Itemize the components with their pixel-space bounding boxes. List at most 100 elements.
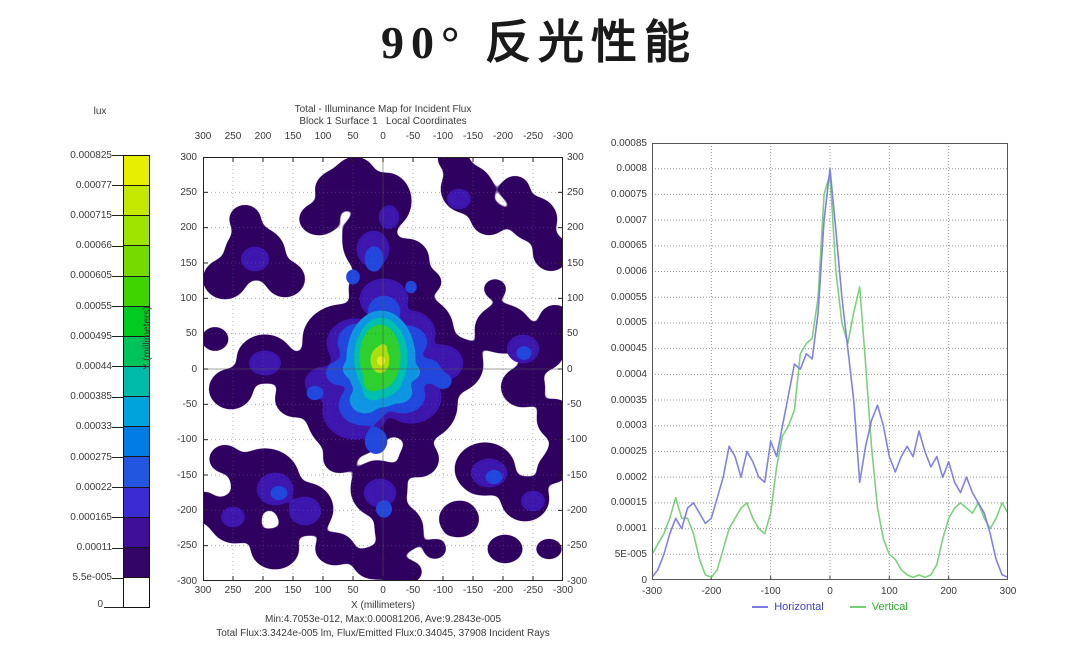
map-x-tick-label: -100: [432, 585, 453, 596]
colorbar-tick-mark: [112, 457, 123, 458]
colorbar-tick-mark: [112, 517, 123, 519]
profile-y-tick-label: 0.00055: [610, 291, 647, 303]
colorbar-tick-mark: [112, 306, 123, 307]
map-y-tick-label: -200: [567, 504, 588, 516]
colorbar-tick-label: 0.000385: [70, 391, 112, 403]
map-y-tick-label: -50: [567, 398, 582, 410]
map-y-tick-label: 150: [180, 257, 197, 269]
map-y-tick-label: -300: [176, 575, 197, 587]
map-blob: [535, 539, 563, 559]
colorbar-band: [124, 456, 149, 487]
map-y-tick-label: 50: [185, 328, 197, 340]
profile-y-tick-label: 0.0002: [616, 471, 647, 483]
colorbar-tick-label: 0.000275: [70, 451, 112, 463]
map-blob: [363, 173, 411, 229]
map-x-tick-label: -100: [432, 131, 453, 142]
colorbar-tick-mark: [112, 336, 123, 338]
colorbar-tick-label: 0.000825: [70, 149, 112, 161]
profile-border: [652, 143, 1008, 580]
map-blob: [289, 497, 321, 525]
legend-vertical-label: Vertical: [871, 601, 908, 613]
profile-y-tick-label: 0.0001: [616, 523, 647, 535]
map-title-line1: Total - Illuminance Map for Incident Flu…: [294, 104, 472, 115]
map-blob: [364, 375, 382, 391]
colorbar-band: [124, 215, 149, 246]
map-y-tick-label: 150: [567, 257, 584, 269]
profile-x-tick-label: -300: [641, 586, 662, 597]
map-x-tick-label: 100: [314, 585, 332, 596]
profile-y-tick-label: 0.0005: [616, 317, 647, 329]
map-blob: [229, 205, 261, 233]
map-blob: [447, 189, 471, 209]
map-x-tick-label: -300: [552, 131, 573, 142]
map-x-tick-label: 0: [380, 131, 386, 142]
profile-y-tick-label: 0.0004: [616, 368, 647, 380]
map-x-tick-label: -250: [522, 585, 543, 596]
map-x-tick-label: 50: [347, 585, 359, 596]
map-y-tick-label: 300: [180, 151, 197, 163]
map-title-line2: Block 1 Surface 1 Local Coordinates: [299, 116, 467, 127]
map-y-axis-label: Y (millimeters): [142, 306, 153, 370]
map-y-tick-label: 0: [191, 363, 197, 375]
map-blob: [379, 205, 399, 229]
map-blob: [413, 359, 441, 383]
map-y-tick-label: -150: [567, 469, 588, 481]
map-blob: [270, 486, 288, 500]
map-blob: [402, 364, 420, 380]
profile-y-tick-label: 5E-005: [614, 548, 647, 560]
map-blob: [275, 381, 315, 417]
map-x-tick-label: 100: [314, 131, 332, 142]
profile-x-tick-label: 200: [940, 586, 957, 597]
map-blob: [485, 470, 503, 484]
map-x-tick-label: 250: [224, 131, 242, 142]
map-x-tick-label: -200: [492, 585, 513, 596]
map-blob: [414, 270, 442, 294]
profile-y-tick-label: 0.0007: [616, 214, 647, 226]
map-blob: [251, 529, 299, 569]
colorbar-tick-label: 0.000495: [70, 330, 112, 342]
colorbar-tick-mark: [112, 215, 123, 217]
profile-x-tick-label: 100: [880, 586, 898, 597]
map-x-tick-label: 300: [194, 131, 212, 142]
profile-x-tick-label: -200: [701, 586, 722, 597]
map-stats-line2: Total Flux:3.3424e-005 lm, Flux/Emitted …: [216, 628, 550, 639]
colorbar-tick-mark: [112, 396, 123, 398]
profile-y-tick-label: 0.00015: [610, 497, 647, 509]
colorbar-band: [124, 576, 149, 608]
page-title: 90° 反光性能: [381, 17, 697, 68]
profile-line-horizontal: [652, 167, 1008, 579]
map-y-tick-label: 200: [567, 222, 584, 234]
map-blob: [500, 176, 530, 202]
map-x-tick-label: 150: [284, 585, 302, 596]
map-y-tick-label: 100: [180, 292, 197, 304]
colorbar-tick-label: 0.00077: [75, 179, 112, 191]
profile-y-tick-label: 0.00075: [610, 188, 647, 200]
colorbar-tick-label: 0.000605: [70, 270, 112, 282]
colorbar-tick-mark: [112, 155, 123, 156]
map-y-tick-label: -300: [567, 575, 588, 587]
colorbar-unit-label: lux: [93, 106, 107, 117]
colorbar-band: [124, 426, 149, 457]
map-blob: [365, 246, 383, 272]
map-x-tick-label: -50: [405, 131, 421, 142]
map-blob: [306, 386, 324, 400]
map-y-tick-label: 200: [180, 222, 197, 234]
colorbar-tick-label: 0.00011: [76, 542, 112, 554]
colorbar-tick-label: 0.000165: [70, 511, 112, 523]
map-blob: [405, 280, 417, 294]
map-x-tick-label: -300: [552, 585, 573, 596]
colorbar-tick-mark: [112, 245, 123, 247]
map-y-tick-label: 250: [180, 186, 197, 198]
map-x-tick-label: 250: [224, 585, 242, 596]
map-blob-layer: [377, 356, 385, 366]
map-blob: [487, 535, 523, 563]
colorbar-tick-mark: [112, 547, 123, 549]
map-blob: [385, 239, 429, 279]
map-blob: [439, 501, 479, 537]
map-y-tick-label: -200: [176, 504, 197, 516]
profile-y-tick-label: 0.00035: [610, 394, 647, 406]
colorbar-band: [124, 185, 149, 216]
legend-horizontal-label: Horizontal: [774, 601, 824, 613]
map-blob: [203, 327, 229, 351]
